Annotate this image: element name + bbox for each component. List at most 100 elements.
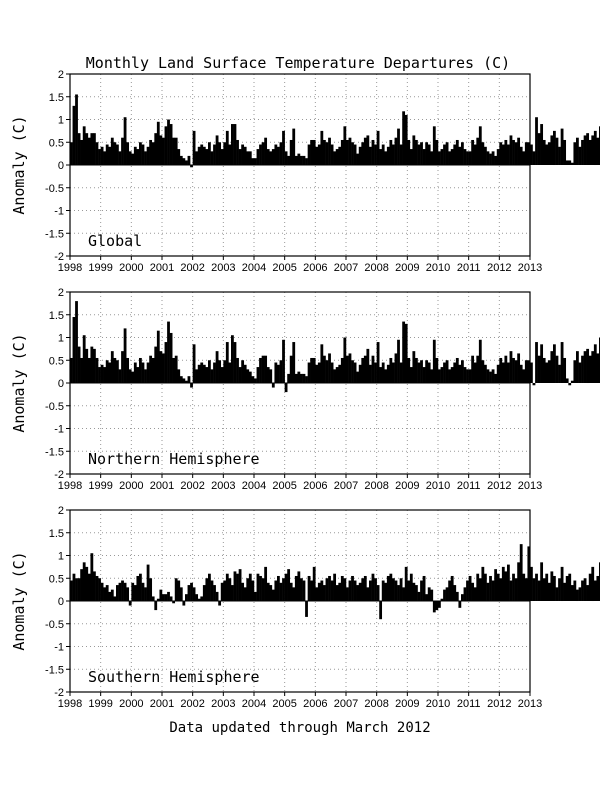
bar: [578, 587, 582, 601]
bar: [297, 371, 301, 384]
bar: [338, 364, 342, 383]
y-tick-label: -1: [54, 424, 64, 436]
bar: [154, 346, 158, 383]
bar: [126, 587, 130, 601]
bar: [231, 335, 234, 383]
bar: [473, 144, 477, 165]
bar: [305, 376, 308, 383]
x-tick-label: 2009: [395, 262, 419, 274]
bar: [177, 369, 181, 383]
bar: [576, 589, 579, 602]
bar: [131, 153, 135, 166]
bar: [93, 348, 96, 384]
bar: [72, 573, 76, 601]
bar: [578, 362, 582, 383]
bar: [246, 151, 250, 165]
bar: [261, 578, 265, 601]
bar: [478, 339, 482, 383]
bar: [328, 353, 331, 383]
bar: [277, 364, 280, 383]
bar: [236, 573, 239, 601]
bar: [248, 371, 252, 384]
bar: [325, 360, 329, 383]
bar: [205, 367, 209, 383]
bar: [315, 587, 319, 601]
bar: [187, 376, 191, 383]
bar: [453, 362, 457, 383]
bar: [573, 142, 577, 165]
bar: [202, 585, 206, 601]
bar: [450, 575, 454, 601]
y-tick-label: -1.5: [45, 446, 64, 458]
bar: [397, 585, 400, 601]
bar: [530, 144, 533, 165]
bar: [443, 144, 446, 165]
bar: [144, 587, 147, 601]
bar: [440, 149, 444, 165]
bar: [87, 573, 91, 601]
x-tick-label: 2008: [364, 262, 388, 274]
bar: [228, 362, 232, 383]
bar: [72, 105, 76, 165]
bar: [593, 344, 597, 383]
bar: [279, 142, 283, 165]
bar: [537, 580, 541, 601]
bar: [466, 369, 469, 383]
bar: [307, 575, 311, 601]
bar: [481, 360, 485, 383]
bar: [82, 126, 86, 165]
bar: [514, 578, 518, 601]
bar: [369, 146, 372, 165]
bar: [553, 344, 556, 383]
bar: [266, 582, 270, 601]
bar: [501, 144, 505, 165]
bar: [113, 596, 117, 601]
bar: [271, 383, 275, 388]
x-tick-label: 2006: [303, 480, 327, 492]
bar: [366, 587, 370, 601]
bar: [75, 94, 78, 165]
bar: [481, 566, 485, 602]
bar: [473, 587, 477, 601]
x-tick-label: 2007: [334, 698, 358, 710]
bar: [509, 580, 513, 601]
bar: [80, 357, 84, 383]
bar: [573, 360, 577, 383]
bar: [185, 160, 188, 165]
bar: [486, 369, 490, 383]
bar: [77, 578, 81, 601]
x-tick-label: 2010: [426, 262, 450, 274]
bar: [218, 601, 222, 606]
bar: [527, 360, 531, 383]
bar: [542, 139, 546, 165]
bar: [328, 137, 331, 165]
bar: [149, 578, 153, 601]
bar: [241, 582, 245, 601]
bar: [116, 585, 119, 601]
bar: [118, 369, 122, 383]
bar: [453, 585, 457, 601]
bar: [105, 360, 109, 383]
bar: [70, 142, 73, 165]
bar: [312, 139, 316, 165]
bar: [103, 587, 107, 601]
bar: [277, 146, 280, 165]
panel-1: -2 -1.5 -1 -0.5 0 0.5 1 1.5 2 1998 1999 2000 2001 200…: [10, 69, 600, 274]
bar: [328, 575, 331, 601]
bar: [545, 144, 549, 165]
bar: [208, 142, 211, 165]
bar: [126, 357, 130, 383]
bar: [333, 573, 337, 601]
bar: [583, 135, 587, 165]
bar: [583, 578, 587, 601]
panel-label: Global: [88, 232, 142, 250]
x-tick-label: 1998: [58, 480, 82, 492]
bar: [162, 594, 165, 601]
bar: [458, 364, 462, 383]
bar: [146, 146, 150, 165]
bar: [251, 158, 255, 165]
bar: [425, 594, 429, 601]
bar: [162, 353, 165, 383]
bar: [100, 146, 104, 165]
